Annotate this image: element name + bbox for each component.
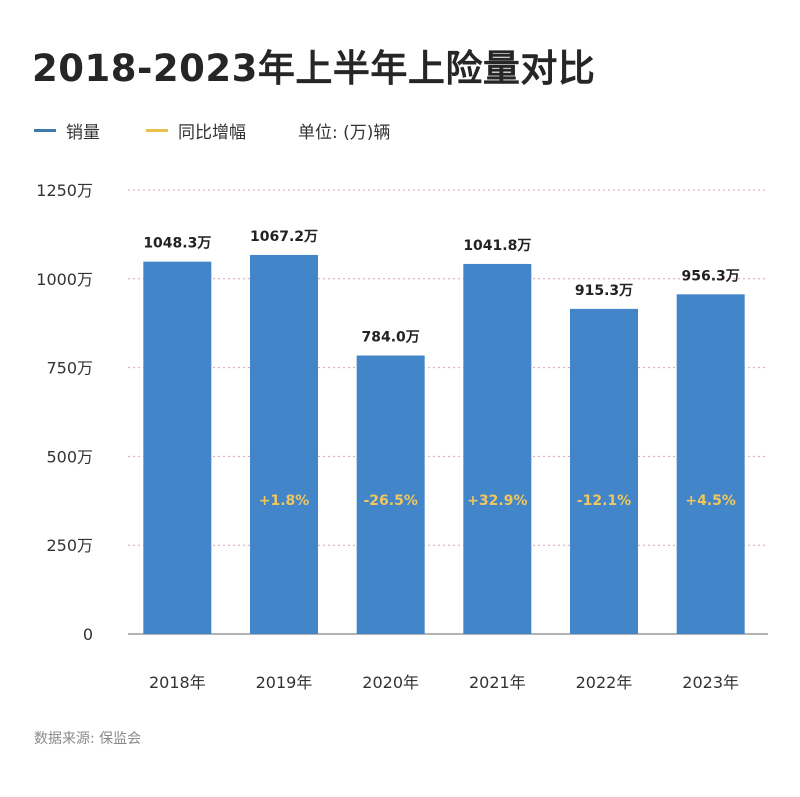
unit-label: 单位: (万)辆 xyxy=(298,123,391,143)
x-tick-label: 2019年 xyxy=(256,673,313,692)
bar xyxy=(676,294,745,634)
bar xyxy=(143,261,212,634)
yoy-label: +1.8% xyxy=(259,493,310,509)
yoy-label: -12.1% xyxy=(577,493,631,509)
yoy-label: +32.9% xyxy=(467,493,527,509)
y-tick-label: 1250万 xyxy=(36,181,93,200)
y-tick-label: 750万 xyxy=(46,359,93,378)
yoy-label: +4.5% xyxy=(685,493,736,509)
x-tick-label: 2018年 xyxy=(149,673,206,692)
bar-value-label: 1067.2万 xyxy=(250,229,318,245)
legend-swatch-yoy xyxy=(146,129,168,132)
bar xyxy=(250,254,318,635)
y-tick-label: 1000万 xyxy=(36,270,93,289)
yoy-label: -26.5% xyxy=(363,493,417,509)
legend-item-yoy: 同比增幅 xyxy=(146,118,246,143)
x-tick-label: 2022年 xyxy=(576,673,633,692)
bar-value-label: 1048.3万 xyxy=(143,236,211,252)
bar-value-label: 956.3万 xyxy=(682,268,740,284)
legend-swatch-sales xyxy=(34,129,56,132)
bar-value-label: 784.0万 xyxy=(362,330,420,346)
x-tick-label: 2020年 xyxy=(362,673,419,692)
bar xyxy=(570,308,638,634)
legend: 销量 同比增幅 单位: (万)辆 xyxy=(34,118,390,143)
legend-label-sales: 销量 xyxy=(66,123,100,143)
legend-item-sales: 销量 xyxy=(34,118,100,143)
bar-value-label: 915.3万 xyxy=(575,283,633,299)
chart-title: 2018-2023年上半年上险量对比 xyxy=(32,47,596,90)
y-tick-label: 0 xyxy=(83,625,93,644)
y-tick-label: 250万 xyxy=(46,536,93,555)
legend-label-yoy: 同比增幅 xyxy=(178,123,246,143)
x-tick-label: 2021年 xyxy=(469,673,526,692)
y-tick-label: 500万 xyxy=(46,447,93,466)
bar xyxy=(463,263,532,634)
bar xyxy=(356,355,425,634)
x-tick-label: 2023年 xyxy=(682,673,739,692)
bar-value-label: 1041.8万 xyxy=(463,238,531,254)
data-source: 数据来源: 保监会 xyxy=(34,731,142,747)
